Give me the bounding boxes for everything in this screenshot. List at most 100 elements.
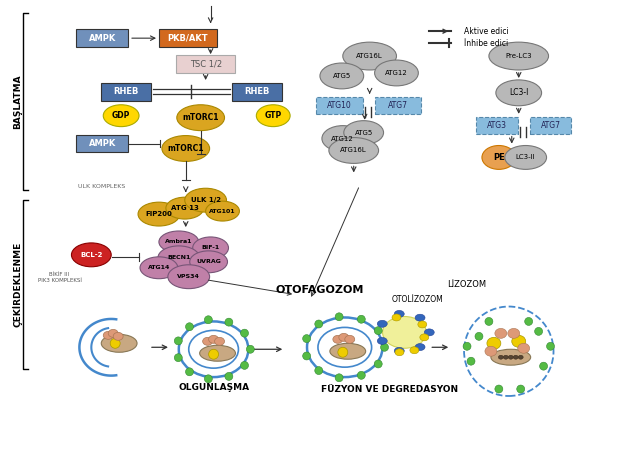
Ellipse shape — [357, 315, 365, 323]
Text: ÇEKİRDEKLENME: ÇEKİRDEKLENME — [13, 242, 23, 327]
Ellipse shape — [335, 313, 343, 321]
Ellipse shape — [102, 334, 137, 352]
Text: ATG7: ATG7 — [540, 121, 561, 130]
Ellipse shape — [110, 338, 120, 348]
Text: ATG7: ATG7 — [387, 101, 407, 110]
Ellipse shape — [162, 135, 210, 162]
Ellipse shape — [303, 352, 311, 360]
Text: ATG5: ATG5 — [332, 73, 351, 79]
Text: AMPK: AMPK — [89, 34, 116, 43]
Ellipse shape — [256, 105, 290, 127]
Text: Aktive edici: Aktive edici — [464, 27, 509, 36]
Ellipse shape — [103, 331, 113, 339]
Ellipse shape — [320, 63, 364, 89]
Ellipse shape — [315, 320, 322, 328]
Ellipse shape — [339, 333, 348, 341]
Text: ATG3: ATG3 — [487, 121, 507, 130]
FancyBboxPatch shape — [76, 134, 128, 152]
Ellipse shape — [495, 385, 503, 393]
Ellipse shape — [410, 347, 419, 354]
Ellipse shape — [158, 246, 200, 270]
Text: ATG12: ATG12 — [385, 70, 408, 76]
Text: PE: PE — [493, 153, 504, 162]
Text: FÜZYON VE DEGREDASYON: FÜZYON VE DEGREDASYON — [321, 385, 458, 393]
Text: Ambra1: Ambra1 — [165, 240, 193, 245]
Ellipse shape — [508, 355, 513, 359]
Text: GDP: GDP — [112, 111, 131, 120]
Ellipse shape — [140, 257, 178, 279]
Ellipse shape — [395, 349, 404, 356]
Ellipse shape — [303, 335, 311, 342]
Text: İnhibe edici: İnhibe edici — [464, 39, 508, 48]
Ellipse shape — [338, 347, 348, 357]
Text: LC3-I: LC3-I — [509, 88, 529, 97]
Text: OLGUNLAŞMA: OLGUNLAŞMA — [178, 382, 249, 392]
Ellipse shape — [489, 42, 548, 70]
Ellipse shape — [335, 374, 343, 382]
Ellipse shape — [322, 126, 364, 151]
Text: ULK 1/2: ULK 1/2 — [191, 197, 220, 203]
Ellipse shape — [535, 327, 543, 336]
FancyBboxPatch shape — [316, 97, 363, 114]
Text: Pre-LC3: Pre-LC3 — [506, 53, 532, 59]
Ellipse shape — [540, 362, 548, 370]
Ellipse shape — [547, 342, 555, 350]
Ellipse shape — [343, 42, 397, 70]
Text: LİZOZOM: LİZOZOM — [448, 280, 487, 289]
Text: RHEB: RHEB — [245, 87, 270, 96]
Ellipse shape — [186, 323, 194, 331]
Text: mTORC1: mTORC1 — [183, 113, 219, 122]
Text: GTP: GTP — [264, 111, 282, 120]
Ellipse shape — [487, 337, 501, 349]
Ellipse shape — [209, 336, 219, 343]
Text: FIP200: FIP200 — [145, 211, 172, 217]
Ellipse shape — [204, 375, 212, 383]
Text: RHEB: RHEB — [113, 87, 139, 96]
Ellipse shape — [517, 385, 525, 393]
Ellipse shape — [315, 367, 322, 375]
Ellipse shape — [374, 327, 382, 335]
Ellipse shape — [200, 345, 235, 361]
Ellipse shape — [518, 355, 523, 359]
Ellipse shape — [418, 321, 426, 328]
Ellipse shape — [108, 330, 118, 337]
Text: ATG 13: ATG 13 — [171, 205, 199, 211]
Ellipse shape — [190, 251, 228, 273]
FancyBboxPatch shape — [233, 83, 282, 101]
Text: ATG10: ATG10 — [326, 101, 351, 110]
FancyBboxPatch shape — [76, 29, 128, 47]
FancyBboxPatch shape — [159, 29, 217, 47]
Ellipse shape — [392, 314, 401, 321]
Text: ATG5: ATG5 — [355, 129, 373, 135]
Ellipse shape — [175, 354, 182, 362]
Text: UVRAG: UVRAG — [196, 259, 221, 264]
FancyBboxPatch shape — [530, 117, 571, 134]
Ellipse shape — [475, 332, 483, 340]
Ellipse shape — [394, 310, 404, 317]
Ellipse shape — [467, 357, 475, 365]
Ellipse shape — [177, 105, 225, 131]
Ellipse shape — [378, 337, 387, 344]
Text: AMPK: AMPK — [89, 139, 116, 148]
Ellipse shape — [374, 360, 382, 368]
Ellipse shape — [345, 336, 355, 343]
Ellipse shape — [138, 202, 180, 226]
Ellipse shape — [517, 343, 530, 353]
Text: TSC 1/2: TSC 1/2 — [189, 60, 222, 68]
Ellipse shape — [513, 355, 518, 359]
Ellipse shape — [206, 201, 240, 221]
Text: VPS34: VPS34 — [177, 274, 200, 279]
Ellipse shape — [383, 316, 426, 348]
Ellipse shape — [159, 231, 199, 253]
Ellipse shape — [420, 334, 429, 341]
Ellipse shape — [394, 347, 404, 354]
Ellipse shape — [357, 371, 365, 379]
Text: ATG16L: ATG16L — [357, 53, 383, 59]
Ellipse shape — [482, 146, 516, 169]
Text: mTORC1: mTORC1 — [168, 144, 204, 153]
FancyBboxPatch shape — [476, 117, 517, 134]
Text: ULK KOMPLEKS: ULK KOMPLEKS — [77, 184, 125, 189]
Ellipse shape — [424, 329, 435, 336]
FancyBboxPatch shape — [374, 97, 422, 114]
Ellipse shape — [495, 328, 507, 338]
